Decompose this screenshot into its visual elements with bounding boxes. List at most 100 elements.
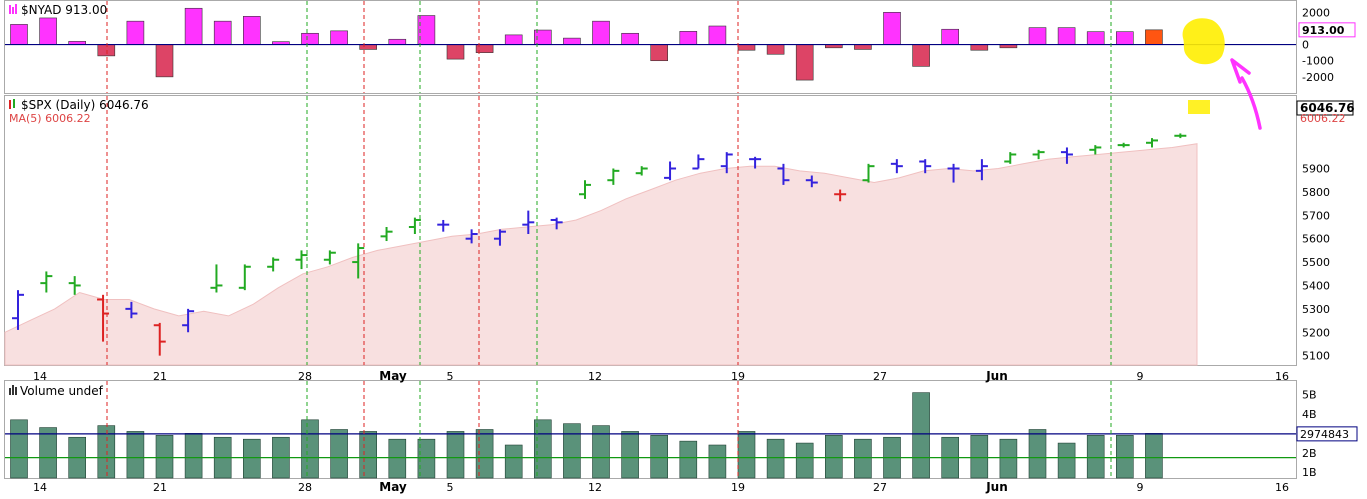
nyad-y-tick: -1000 [1302,55,1334,68]
nyad-bar [446,44,465,60]
volume-average-frame [1296,426,1358,442]
volume-legend-icon [9,388,11,395]
volume-y-tick: 1B [1302,466,1317,479]
nyad-bar [854,44,872,50]
volume-bar [446,431,465,479]
nyad-bar [10,24,28,45]
volume-bar [475,429,494,479]
date-tick-bottom: 28 [298,481,312,494]
nyad-legend-icon-3 [15,4,17,14]
nyad-bar [388,38,407,45]
nyad-last-value-frame [1298,22,1356,38]
nyad-bar [708,25,727,45]
date-tick: 14 [33,370,47,383]
nyad-bar [155,44,174,78]
axis-labels: 200010000-1000-2000590058005700560055005… [33,6,1358,494]
volume-bar [970,435,989,479]
date-tick-bottom: 9 [1137,481,1144,494]
nyad-bar [39,17,57,45]
volume-bar [1057,442,1076,479]
volume-bar [97,425,116,479]
volume-title-group: Volume undef [9,384,104,398]
nyad-title-group: $NYAD 913.00 [9,3,107,17]
date-tick-bottom: Jun [985,480,1008,494]
volume-bar [155,435,174,479]
nyad-bar [941,28,960,45]
volume-average-value: 2974843 [1300,428,1349,441]
ma-legend: MA(5) 6006.22 [9,112,91,125]
volume-bar [679,440,698,479]
nyad-bar [1086,31,1105,45]
volume-bar [563,423,581,479]
volume-y-tick: 4B [1302,408,1317,421]
volume-bar [737,431,756,479]
nyad-bar [766,44,785,55]
nyad-bar [243,16,261,45]
date-tick: 5 [447,370,454,383]
volume-legend-icon-2 [12,385,14,395]
spx-y-tick: 5400 [1302,279,1330,292]
volume-bar [359,431,378,479]
ma-area [4,143,1198,366]
date-tick: May [379,369,407,383]
spx-y-tick: 5200 [1302,326,1330,339]
spx-y-tick: 5100 [1302,350,1330,363]
volume-bar [912,392,930,479]
spx-y-tick: 5700 [1302,209,1330,222]
volume-bar [388,438,407,479]
nyad-bar [795,44,814,81]
vertical-markers [106,1,1112,478]
nyad-bar [650,44,669,62]
spx-last-price-frame [1296,100,1354,116]
date-tick: Jun [985,369,1008,383]
date-tick: 12 [588,370,602,383]
volume-bar [10,419,28,479]
nyad-y-tick: -2000 [1302,71,1334,84]
nyad-bar [970,44,989,51]
volume-panel [5,392,1296,479]
date-tick: 27 [873,370,887,383]
date-tick: 28 [298,370,312,383]
spx-y-tick: 5800 [1302,186,1330,199]
magenta-arrow [1240,76,1262,130]
nyad-legend-icon-2 [12,7,14,14]
volume-bar [533,419,552,479]
date-tick-bottom: 14 [33,481,47,494]
annotations [1182,18,1262,130]
volume-bar [184,433,203,479]
volume-bar [766,438,785,479]
volume-title: Volume undef [20,384,104,398]
nyad-legend-icon [9,5,11,14]
volume-bar [1028,429,1047,479]
nyad-bar [359,44,378,50]
yellow-highlight [1182,18,1225,65]
date-tick: 21 [153,370,167,383]
volume-bar [650,435,669,479]
nyad-panel [5,7,1296,81]
nyad-bar [126,20,145,45]
volume-y-tick: 2B [1302,447,1317,460]
volume-bar [621,431,639,479]
nyad-bar [592,20,610,45]
nyad-title: $NYAD 913.00 [21,3,107,17]
nyad-bar [737,44,756,51]
volume-bar [417,438,436,479]
date-tick: 19 [731,370,745,383]
nyad-last-value-box: 913.00 [1298,22,1356,38]
nyad-bar [1145,29,1163,45]
spx-y-tick: 5300 [1302,303,1330,316]
yellow-highlight-price [1188,100,1210,114]
spx-y-tick: 5500 [1302,256,1330,269]
volume-legend-icon-3 [15,387,17,395]
nyad-y-tick: 2000 [1302,6,1330,19]
nyad-bar [184,7,203,45]
spx-y-tick: 5900 [1302,163,1330,176]
volume-bar [504,444,523,479]
spx-legend-icon-2 [13,99,15,108]
volume-y-tick: 5B [1302,389,1317,402]
date-tick: 16 [1275,370,1289,383]
spx-ma-value: 6006.22 [1300,112,1346,125]
nyad-bar [97,44,116,57]
